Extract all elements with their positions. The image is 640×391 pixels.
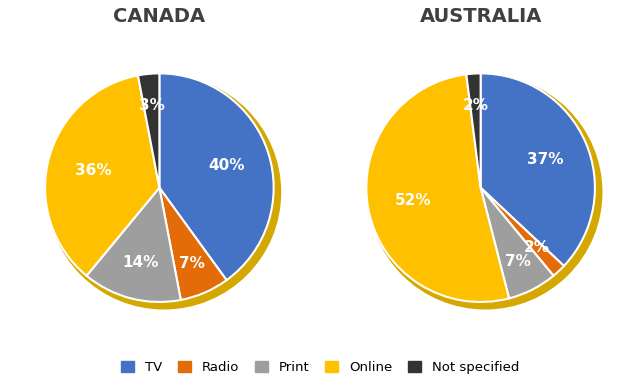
Wedge shape (467, 74, 481, 188)
Circle shape (369, 76, 602, 309)
Title: AUSTRALIA: AUSTRALIA (419, 7, 542, 27)
Text: 7%: 7% (179, 256, 205, 271)
Text: 3%: 3% (139, 98, 164, 113)
Wedge shape (159, 74, 274, 280)
Wedge shape (45, 75, 159, 276)
Text: 2%: 2% (524, 240, 550, 255)
Wedge shape (159, 188, 227, 300)
Text: 7%: 7% (505, 253, 531, 269)
Legend: TV, Radio, Print, Online, Not specified: TV, Radio, Print, Online, Not specified (115, 354, 525, 380)
Wedge shape (86, 188, 180, 302)
Text: 37%: 37% (527, 152, 564, 167)
Wedge shape (481, 74, 595, 266)
Wedge shape (481, 188, 564, 276)
Title: CANADA: CANADA (113, 7, 205, 27)
Wedge shape (481, 188, 554, 298)
Text: 36%: 36% (75, 163, 111, 178)
Text: 2%: 2% (463, 98, 488, 113)
Circle shape (47, 76, 280, 309)
Text: 14%: 14% (122, 255, 158, 271)
Text: 40%: 40% (209, 158, 245, 173)
Wedge shape (138, 74, 159, 188)
Wedge shape (366, 74, 509, 302)
Text: 52%: 52% (395, 193, 431, 208)
